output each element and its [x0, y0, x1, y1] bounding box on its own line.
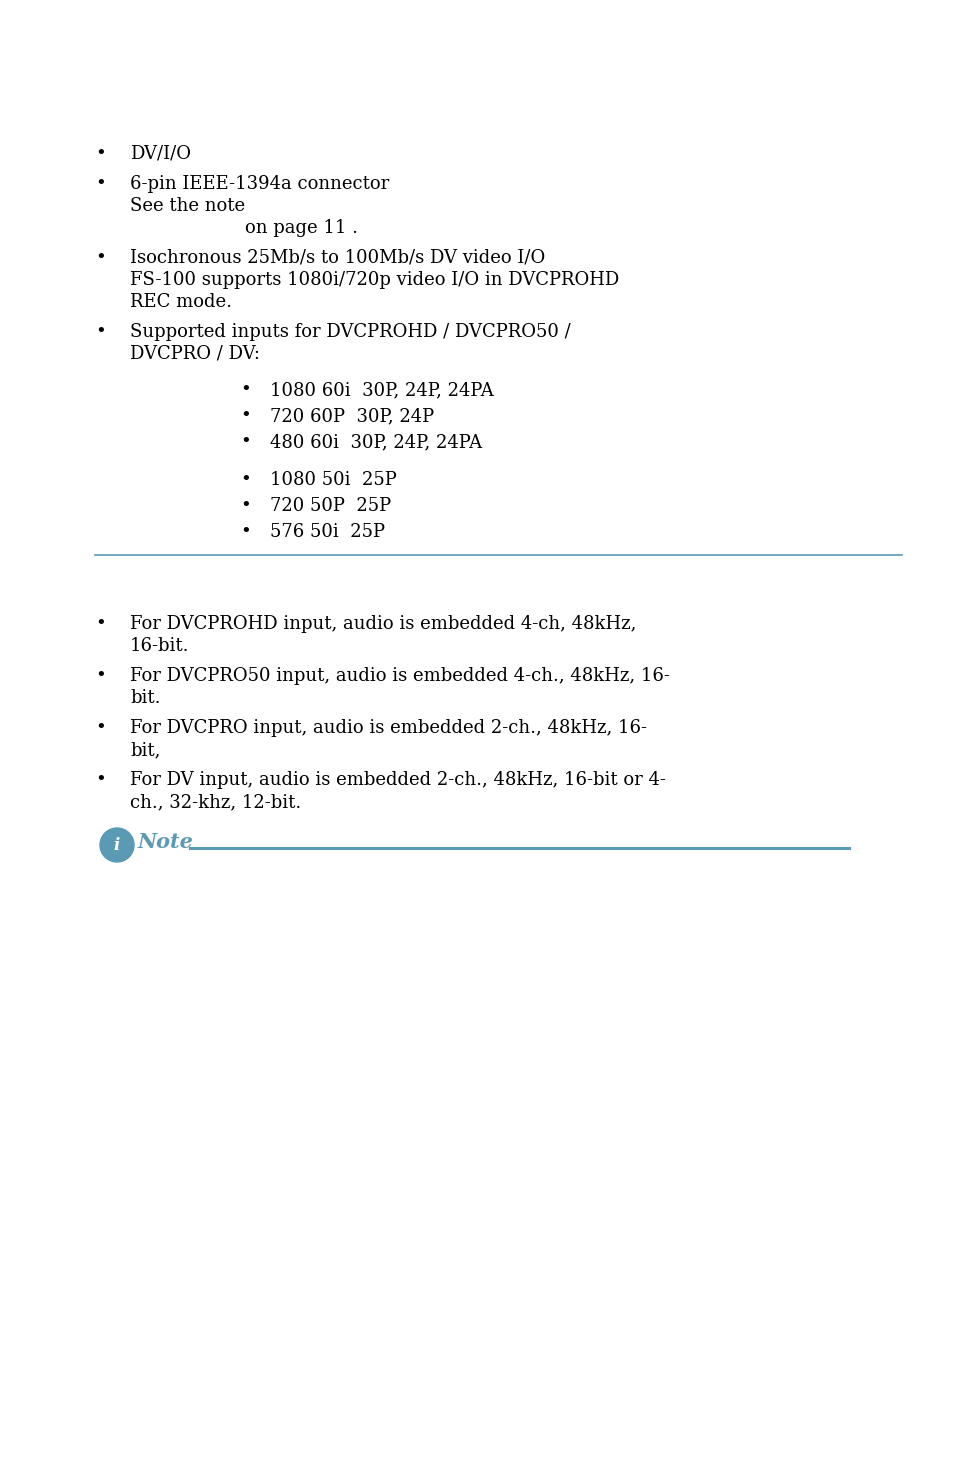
Text: •: • [240, 381, 251, 400]
Text: Note: Note [138, 832, 193, 853]
Text: •: • [95, 718, 106, 738]
Text: DV/I/O: DV/I/O [130, 145, 191, 164]
Text: 1080 50i  25P: 1080 50i 25P [270, 471, 396, 490]
Text: •: • [240, 434, 251, 451]
Text: i: i [113, 836, 120, 854]
Text: •: • [240, 497, 251, 515]
Text: •: • [240, 524, 251, 541]
Text: 576 50i  25P: 576 50i 25P [270, 524, 385, 541]
Text: 16-bit.: 16-bit. [130, 637, 190, 655]
Text: For DVCPROHD input, audio is embedded 4-ch, 48kHz,: For DVCPROHD input, audio is embedded 4-… [130, 615, 636, 633]
Text: Isochronous 25Mb/s to 100Mb/s DV video I/O: Isochronous 25Mb/s to 100Mb/s DV video I… [130, 249, 545, 267]
Text: For DVCPRO50 input, audio is embedded 4-ch., 48kHz, 16-: For DVCPRO50 input, audio is embedded 4-… [130, 667, 669, 684]
Text: •: • [95, 249, 106, 267]
Text: •: • [95, 771, 106, 789]
Text: 720 50P  25P: 720 50P 25P [270, 497, 391, 515]
Text: FS-100 supports 1080i/720p video I/O in DVCPROHD: FS-100 supports 1080i/720p video I/O in … [130, 271, 618, 289]
Text: 6-pin IEEE-1394a connector: 6-pin IEEE-1394a connector [130, 176, 389, 193]
Text: REC mode.: REC mode. [130, 294, 232, 311]
Text: on page 11 .: on page 11 . [245, 218, 357, 237]
Text: DVCPRO / DV:: DVCPRO / DV: [130, 345, 260, 363]
Text: •: • [240, 407, 251, 425]
Ellipse shape [100, 827, 133, 861]
Text: ch., 32-khz, 12-bit.: ch., 32-khz, 12-bit. [130, 794, 301, 811]
Text: For DV input, audio is embedded 2-ch., 48kHz, 16-bit or 4-: For DV input, audio is embedded 2-ch., 4… [130, 771, 665, 789]
Text: bit.: bit. [130, 689, 160, 707]
Text: 1080 60i  30P, 24P, 24PA: 1080 60i 30P, 24P, 24PA [270, 381, 494, 400]
Text: 720 60P  30P, 24P: 720 60P 30P, 24P [270, 407, 434, 425]
Text: bit,: bit, [130, 740, 160, 760]
Text: •: • [240, 471, 251, 490]
Text: •: • [95, 145, 106, 164]
Text: •: • [95, 323, 106, 341]
Text: See the note: See the note [130, 198, 245, 215]
Text: •: • [95, 615, 106, 633]
Text: •: • [95, 667, 106, 684]
Text: For DVCPRO input, audio is embedded 2-ch., 48kHz, 16-: For DVCPRO input, audio is embedded 2-ch… [130, 718, 646, 738]
Text: •: • [95, 176, 106, 193]
Text: Supported inputs for DVCPROHD / DVCPRO50 /: Supported inputs for DVCPROHD / DVCPRO50… [130, 323, 570, 341]
Text: 480 60i  30P, 24P, 24PA: 480 60i 30P, 24P, 24PA [270, 434, 481, 451]
